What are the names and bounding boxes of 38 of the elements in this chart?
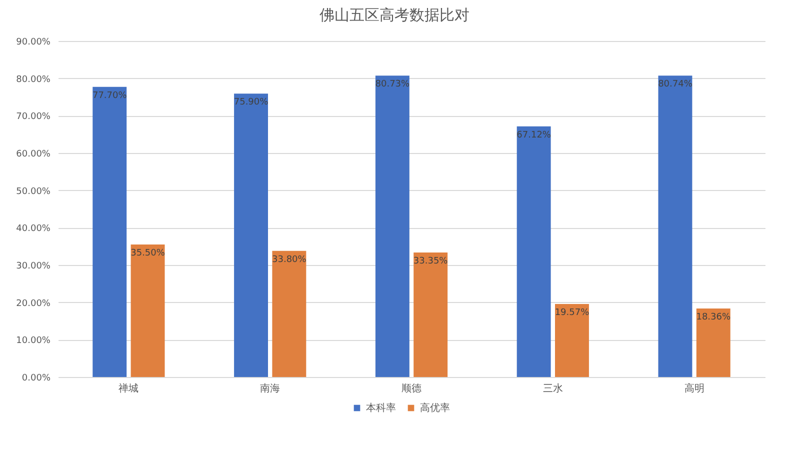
data-label: 75.90% bbox=[234, 98, 269, 108]
bar bbox=[696, 308, 730, 377]
y-tick-label: 70.00% bbox=[16, 112, 51, 122]
x-tick-label: 高明 bbox=[684, 382, 704, 394]
data-label: 80.73% bbox=[375, 80, 410, 90]
y-tick-label: 90.00% bbox=[16, 38, 51, 48]
y-tick-label: 0.00% bbox=[22, 374, 51, 384]
y-tick-label: 80.00% bbox=[16, 74, 51, 85]
y-tick-label: 30.00% bbox=[16, 262, 51, 272]
data-label: 33.80% bbox=[272, 254, 307, 265]
legend-label: 高优率 bbox=[420, 402, 450, 414]
bar bbox=[234, 94, 268, 377]
legend-label: 本科率 bbox=[366, 402, 396, 414]
x-tick-label: 顺德 bbox=[402, 384, 422, 394]
bar bbox=[658, 76, 692, 377]
data-label: 19.57% bbox=[554, 308, 590, 318]
data-label: 80.74% bbox=[658, 80, 693, 90]
x-tick-label: 三水 bbox=[542, 382, 563, 394]
data-label: 18.36% bbox=[696, 312, 731, 322]
bar bbox=[555, 304, 589, 377]
y-tick-label: 60.00% bbox=[16, 150, 51, 160]
x-tick-label: 南海 bbox=[260, 382, 280, 394]
data-label: 67.12% bbox=[516, 130, 552, 140]
data-label: 33.35% bbox=[413, 256, 448, 266]
chart-title: 佛山五区高考数据比对 bbox=[320, 6, 470, 24]
data-label: 77.70% bbox=[92, 90, 128, 101]
bar bbox=[92, 86, 127, 377]
bar bbox=[130, 244, 165, 377]
x-tick-label: 禅城 bbox=[118, 382, 139, 394]
y-tick-label: 50.00% bbox=[16, 186, 51, 197]
bar bbox=[272, 250, 306, 377]
bar bbox=[516, 126, 551, 377]
bar bbox=[375, 76, 410, 377]
data-label: 35.50% bbox=[130, 248, 166, 258]
bar bbox=[414, 252, 448, 377]
y-tick-label: 10.00% bbox=[16, 336, 51, 346]
y-tick-label: 20.00% bbox=[16, 298, 51, 309]
y-tick-label: 40.00% bbox=[16, 224, 51, 234]
